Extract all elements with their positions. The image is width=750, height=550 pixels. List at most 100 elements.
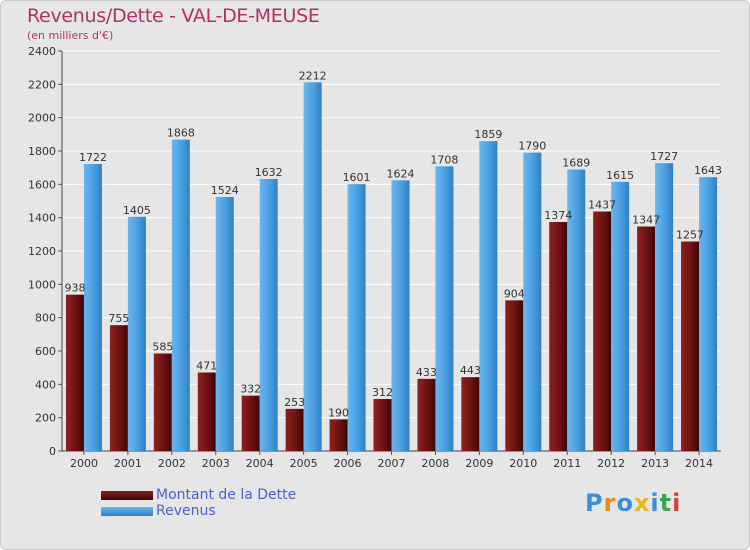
x-tick-label: 2010 [509,457,537,470]
data-label-dette-2014: 1257 [676,229,704,242]
data-label-revenus-2011: 1689 [562,157,590,170]
x-tick-label: 2012 [597,457,625,470]
y-tick-label: 2200 [28,78,56,91]
data-label-dette-2003: 471 [196,360,217,373]
bar-dette-2000 [65,294,84,451]
data-label-revenus-2008: 1708 [430,153,458,166]
data-label-revenus-2010: 1790 [518,140,546,153]
data-labels: 938 1722 755 1405 585 1868 471 1524 332 1632 253 22… [64,69,722,419]
bar-dette-2014 [681,241,700,451]
x-tick-label: 2008 [421,457,449,470]
data-label-revenus-2004: 1632 [255,166,283,179]
data-label-dette-2011: 1374 [544,209,572,222]
data-label-revenus-2000: 1722 [79,151,107,164]
y-tick-label: 600 [35,345,56,358]
logo-letter: o [616,489,634,517]
bar-revenus-2014 [699,177,718,451]
axes: 0 200 400 600 800 1000 1200 1400 1600 1800 2000 220… [28,45,721,470]
bar-revenus-2001 [127,216,146,451]
y-tick-label: 1200 [28,245,56,258]
proxiti-logo: Proxiti [585,489,681,517]
data-label-revenus-2014: 1643 [694,164,722,177]
bar-dette-2013 [637,226,656,451]
data-label-dette-2012: 1437 [588,199,616,212]
y-tick-label: 0 [49,445,56,458]
x-tick-label: 2005 [290,457,318,470]
y-tick-label: 800 [35,312,56,325]
data-label-revenus-2001: 1405 [123,204,151,217]
bar-dette-2010 [505,300,524,451]
bar-dette-2012 [593,211,612,451]
x-tick-label: 2013 [641,457,669,470]
x-tick-label: 2009 [465,457,493,470]
bar-revenus-2000 [83,164,102,451]
data-label-dette-2008: 433 [416,366,437,379]
bar-dette-2003 [197,372,216,451]
bar-revenus-2007 [391,180,410,452]
legend-label-dette: Montant de la Dette [156,487,297,503]
bar-dette-2009 [461,377,480,451]
y-tick-label: 1600 [28,178,56,191]
data-label-dette-2006: 190 [328,406,349,419]
data-label-dette-2010: 904 [504,287,525,300]
bar-dette-2002 [153,353,172,451]
legend-swatch-revenus [101,507,153,516]
logo-letter: i [650,489,660,517]
y-tick-label: 2400 [28,45,56,58]
y-tick-label: 200 [35,412,56,425]
data-label-revenus-2002: 1868 [167,127,195,140]
legend-label-revenus: Revenus [156,503,216,519]
logo-letter: t [659,489,673,517]
y-tick-label: 400 [35,378,56,391]
bar-dette-2011 [549,222,568,451]
chart-subtitle: (en milliers d'€) [27,29,114,42]
legend-swatch-dette [101,491,153,500]
bar-revenus-2004 [259,179,278,451]
bars [65,82,718,452]
data-label-dette-2004: 332 [240,383,261,396]
data-label-dette-2007: 312 [372,386,393,399]
data-label-dette-2002: 585 [152,341,173,354]
bar-revenus-2012 [611,181,630,452]
bar-revenus-2008 [435,166,454,452]
data-label-revenus-2009: 1859 [474,128,502,141]
data-label-dette-2000: 938 [64,282,85,295]
bar-dette-2008 [417,378,436,451]
bar-revenus-2011 [567,169,586,451]
data-label-revenus-2007: 1624 [387,167,415,180]
bar-revenus-2013 [655,163,674,451]
y-tick-label: 1800 [28,145,56,158]
y-tick-label: 2000 [28,112,56,125]
bar-revenus-2009 [479,141,498,451]
bar-dette-2006 [329,419,348,451]
data-label-dette-2009: 443 [460,364,481,377]
data-label-revenus-2005: 2212 [299,69,327,82]
bar-dette-2001 [109,325,128,451]
bar-revenus-2006 [347,184,366,451]
bar-dette-2007 [373,399,392,451]
data-label-revenus-2003: 1524 [211,184,239,197]
data-label-revenus-2013: 1727 [650,150,678,163]
bar-revenus-2003 [215,197,234,451]
x-tick-label: 2003 [202,457,230,470]
x-tick-label: 2011 [553,457,581,470]
logo-letter: i [672,489,682,517]
y-tick-label: 1400 [28,212,56,225]
x-tick-label: 2001 [114,457,142,470]
data-label-dette-2001: 755 [108,312,129,325]
bar-revenus-2010 [523,152,542,451]
logo-letter: x [633,489,651,517]
x-tick-label: 2007 [378,457,406,470]
x-tick-label: 2004 [246,457,274,470]
x-tick-label: 2002 [158,457,186,470]
x-tick-label: 2014 [685,457,713,470]
x-tick-label: 2000 [70,457,98,470]
logo-letter: P [585,489,604,517]
bar-revenus-2002 [171,139,190,451]
data-label-revenus-2006: 1601 [343,171,371,184]
data-label-dette-2013: 1347 [632,214,660,227]
chart-title: Revenus/Dette - VAL-DE-MEUSE [27,5,320,27]
data-label-revenus-2012: 1615 [606,169,634,182]
